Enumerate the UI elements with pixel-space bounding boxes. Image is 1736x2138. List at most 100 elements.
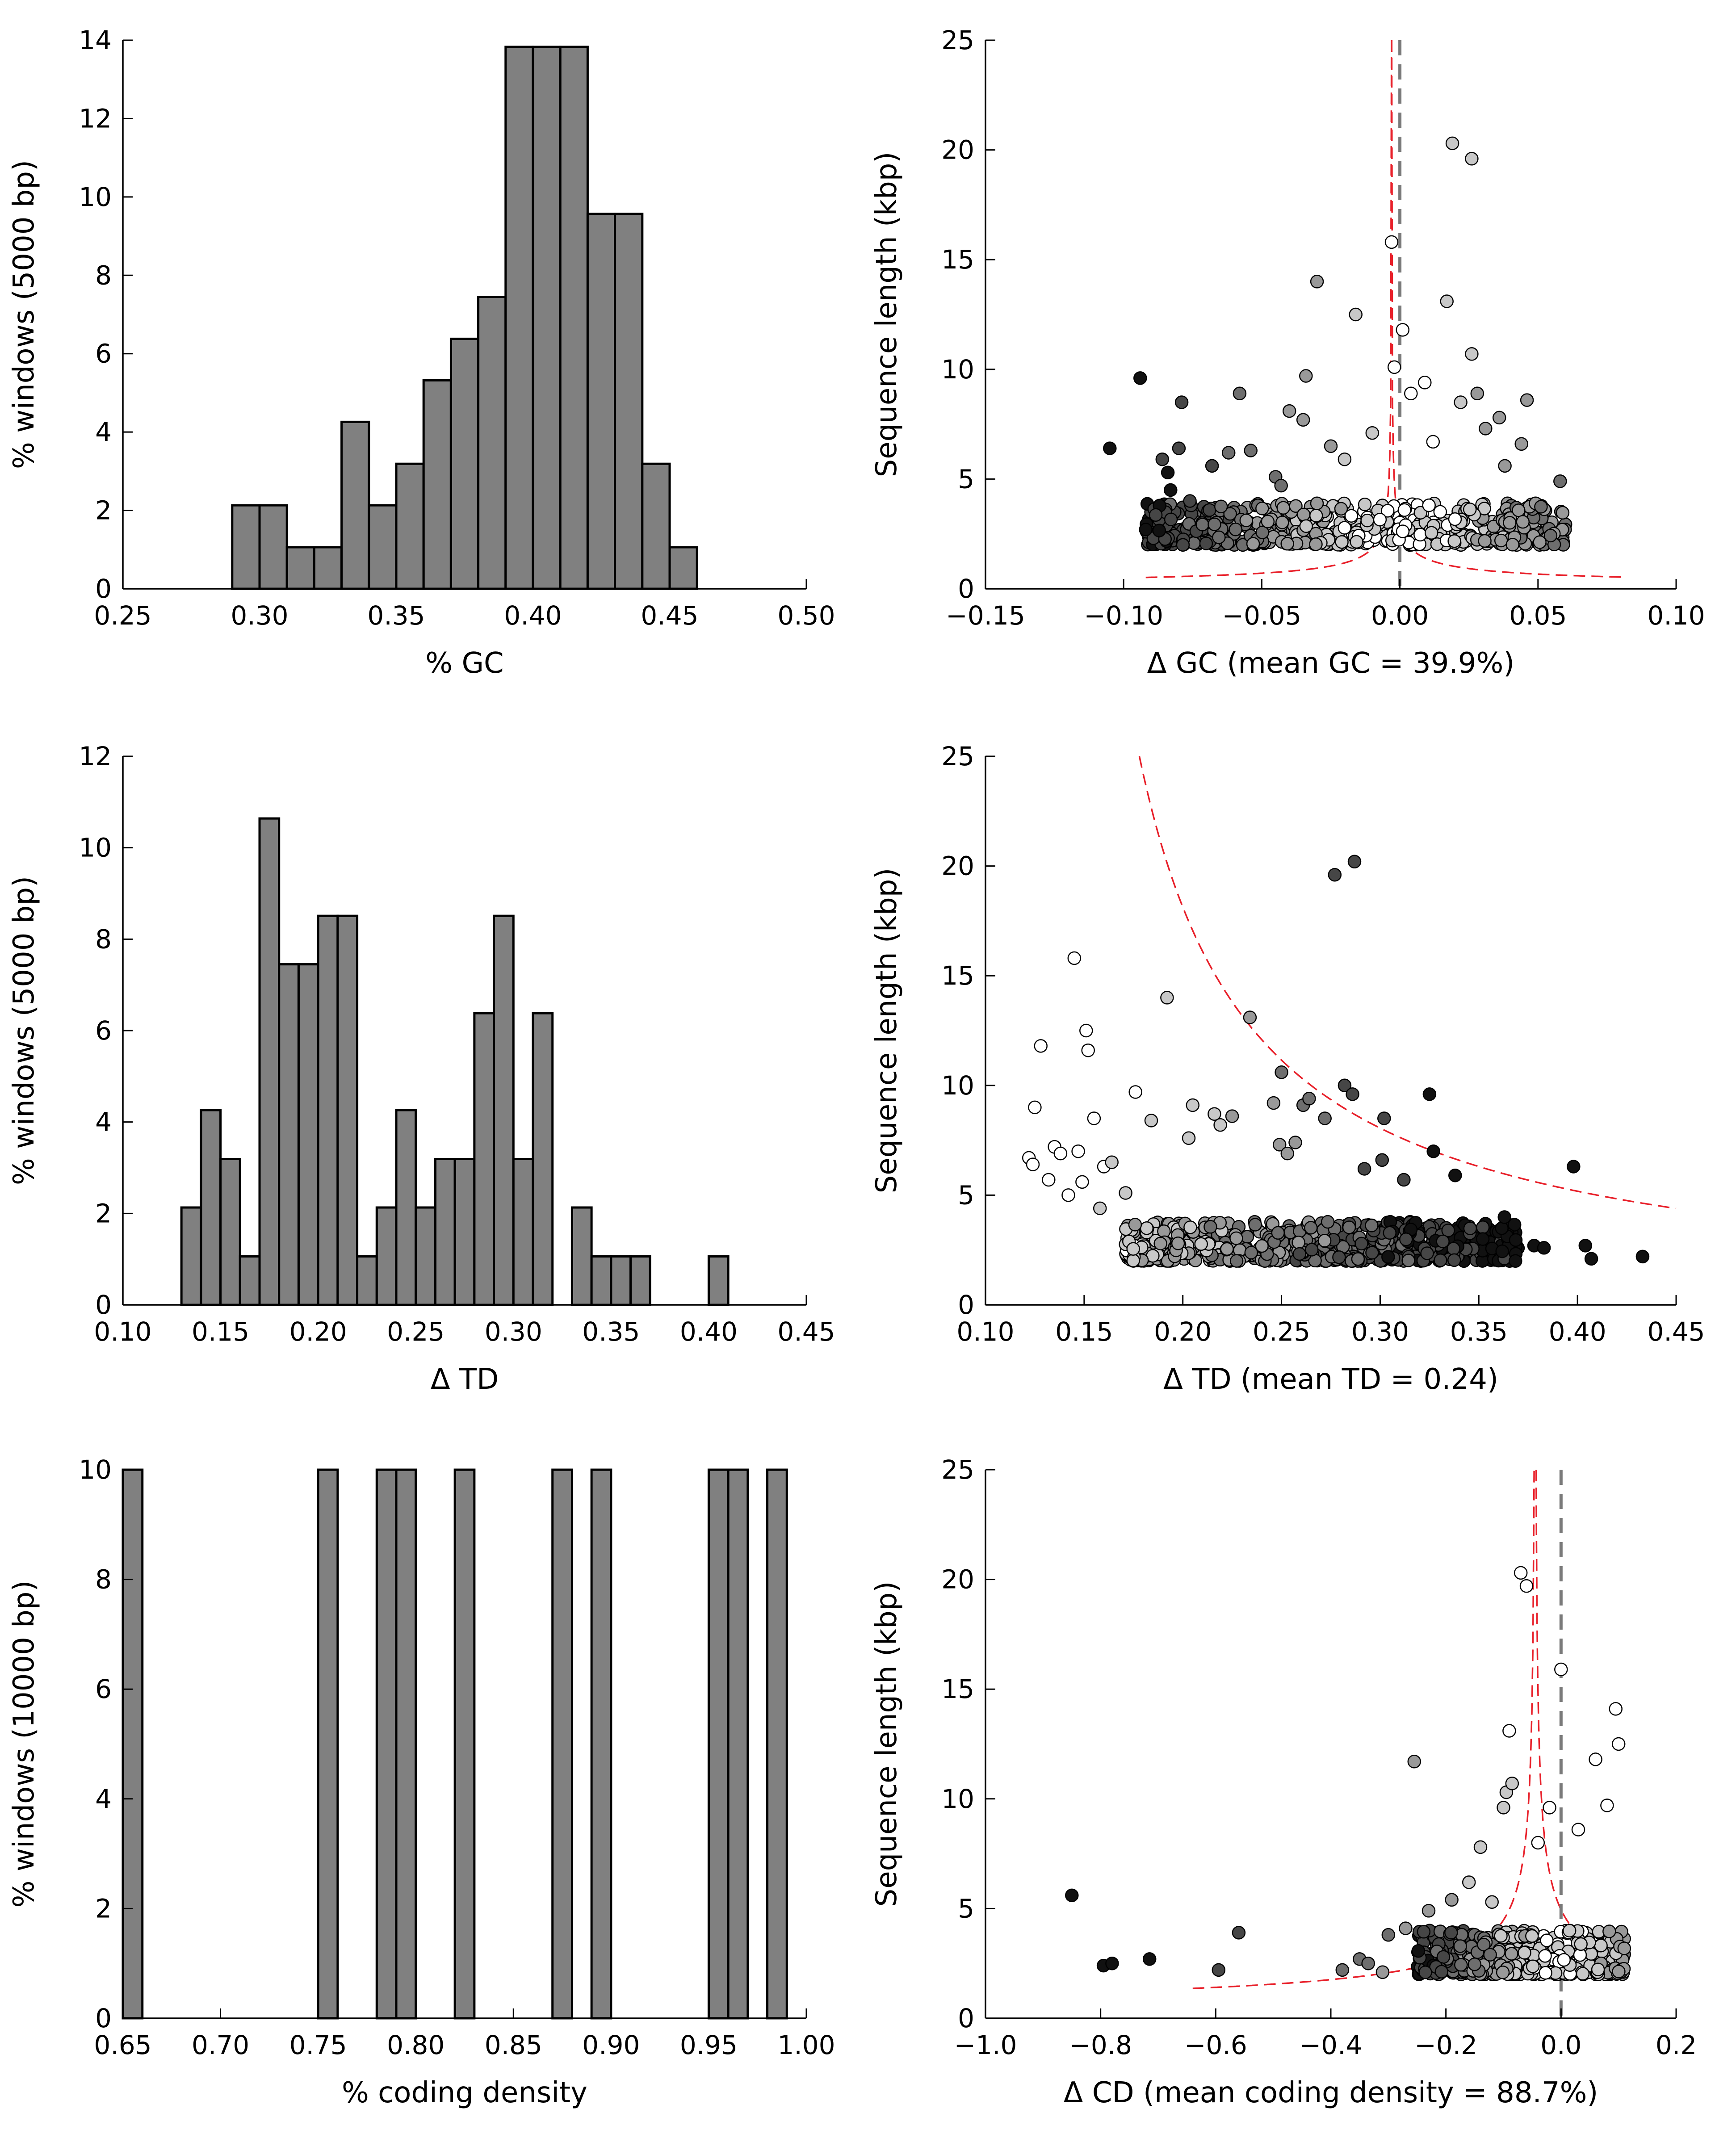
scatter-point [1447, 534, 1461, 548]
y-tick-label: 25 [941, 1455, 974, 1485]
histogram-bar [707, 1468, 730, 2020]
x-axis-label: Δ CD (mean coding density = 88.7%) [1064, 2076, 1598, 2109]
histogram-bar [180, 1206, 202, 1306]
y-tick-label: 4 [95, 1107, 112, 1137]
histogram-bar [422, 379, 452, 590]
histogram-bar [590, 1255, 612, 1306]
scatter-point [1093, 1201, 1107, 1216]
scatter-point [1275, 1065, 1288, 1079]
scatter-point [1332, 1250, 1346, 1264]
x-tick-label: 0.25 [387, 1316, 444, 1347]
scatter-point [1411, 1944, 1426, 1958]
histogram-bar [766, 1468, 788, 2020]
scatter-point [1381, 1250, 1395, 1264]
x-tick-label: 0.20 [1154, 1316, 1212, 1347]
scatter-point [1520, 393, 1534, 407]
scatter-points [1065, 1566, 1631, 1982]
scatter-point [1164, 512, 1178, 526]
x-tick-label: 0.10 [956, 1316, 1014, 1347]
y-axis-label: Sequence length (kbp) [870, 868, 903, 1194]
scatter-point [1519, 1579, 1534, 1593]
scatter-point [1354, 1237, 1368, 1251]
histogram-bar [278, 963, 300, 1306]
axes: −0.15 −0.10 −0.05 0.00 0.05 0.10 0 5 10 15 20 25 Δ G… [870, 25, 1705, 680]
scatter-point [1361, 1956, 1375, 1970]
scatter-point [1229, 1254, 1244, 1268]
scatter-point [1292, 1247, 1307, 1261]
x-tick-label: 0.15 [1055, 1316, 1113, 1347]
scatter-point [1465, 151, 1479, 166]
histogram-bar [610, 1255, 632, 1306]
x-tick-label: 0.40 [504, 600, 562, 631]
scatter-point [1119, 1186, 1132, 1200]
scatter-point [1473, 1840, 1488, 1854]
scatter-point [1255, 502, 1269, 516]
scatter-point [1195, 517, 1209, 532]
reference-curve [1138, 756, 1677, 1209]
scatter-point [1321, 1215, 1335, 1229]
y-axis-label: % windows (5000 bp) [8, 876, 41, 1185]
scatter-point [1034, 1039, 1048, 1053]
scatter-point [1498, 459, 1512, 473]
histogram-bar [258, 504, 288, 590]
histogram-bar [415, 1206, 436, 1306]
scatter-point [1183, 1220, 1197, 1234]
scatter-point [1220, 1242, 1234, 1256]
histogram-bar [493, 914, 515, 1306]
scatter-point [1417, 1925, 1431, 1939]
x-tick-label: 0.25 [94, 600, 151, 631]
scatter-point [1026, 1157, 1040, 1171]
reference-curve-right [1391, 40, 1621, 578]
x-tick-label: −0.8 [1069, 2030, 1132, 2060]
x-tick-label: 0.10 [1647, 600, 1705, 631]
scatter-point [1396, 524, 1410, 538]
scatter-point [1483, 1948, 1497, 1962]
histogram-bar [473, 1012, 495, 1306]
scatter-point [1514, 1566, 1528, 1580]
x-tick-label: −1.0 [954, 2030, 1017, 2060]
y-tick-label: 15 [941, 960, 974, 991]
scatter-point [1526, 1959, 1540, 1973]
scatter-point [1509, 1233, 1523, 1247]
scatter-point [1338, 1078, 1352, 1093]
histogram-bar [532, 46, 562, 590]
x-tick-label: −0.6 [1184, 2030, 1247, 2060]
scatter-point [1514, 437, 1528, 451]
histogram-bar [356, 1255, 378, 1306]
scatter-point [1233, 386, 1247, 401]
x-tick-label: 0.65 [94, 2030, 151, 2060]
scatter-point [1495, 1244, 1509, 1258]
histogram-bar [641, 462, 671, 590]
scatter-point [1365, 426, 1380, 440]
x-axis-label: % GC [425, 647, 503, 680]
scatter-point [1591, 1962, 1605, 1976]
y-tick-label: 12 [79, 103, 112, 134]
histogram-bar [559, 46, 589, 590]
scatter-point [1380, 504, 1395, 518]
scatter-point [1543, 528, 1558, 543]
scatter-point [1399, 1232, 1413, 1246]
scatter-point [1505, 1947, 1518, 1961]
scatter-point [1276, 501, 1290, 515]
scatter-point [1505, 537, 1520, 552]
td-histogram-panel: 0.10 0.15 0.20 0.25 0.30 0.35 0.40 0.45 0 2 4 6 8 10 1… [8, 741, 835, 1396]
scatter-point [1525, 1929, 1539, 1943]
scatter-point [1399, 1921, 1413, 1935]
scatter-point [1426, 1144, 1440, 1158]
scatter-point [1161, 465, 1175, 479]
scatter-point [1248, 1218, 1262, 1232]
histogram-bar [375, 1206, 398, 1306]
bars [231, 46, 698, 590]
histogram-bar [586, 213, 616, 590]
scatter-point [1042, 1173, 1056, 1187]
scatter-point [1342, 1220, 1356, 1234]
scatter-point [1426, 435, 1440, 449]
scatter-point [1589, 1752, 1602, 1766]
scatter-point [1533, 535, 1547, 549]
scatter-point [1317, 1234, 1332, 1248]
scatter-point [1212, 1963, 1226, 1977]
scatter-point [1075, 1175, 1089, 1189]
scatter-point [1383, 1226, 1397, 1240]
y-tick-label: 2 [95, 1893, 112, 1924]
scatter-point [1540, 1933, 1554, 1947]
